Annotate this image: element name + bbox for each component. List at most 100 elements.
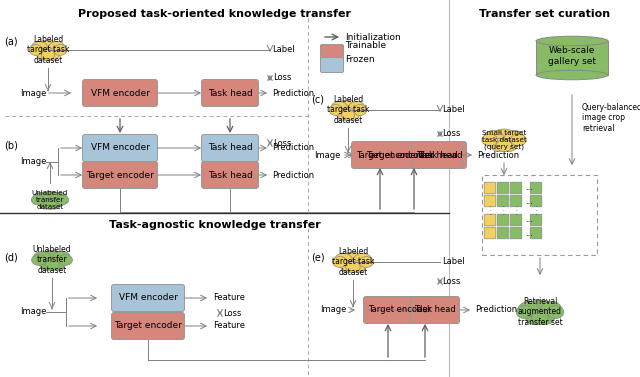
FancyBboxPatch shape [410, 296, 460, 323]
Ellipse shape [54, 44, 67, 55]
Text: Initialization: Initialization [345, 32, 401, 41]
Ellipse shape [44, 200, 56, 209]
Ellipse shape [29, 44, 42, 55]
Ellipse shape [42, 50, 54, 60]
FancyBboxPatch shape [362, 141, 438, 169]
Text: Labeled
target task
dataset: Labeled target task dataset [327, 95, 369, 125]
Ellipse shape [482, 134, 497, 146]
Text: Label: Label [442, 106, 465, 115]
FancyBboxPatch shape [111, 313, 184, 340]
Ellipse shape [336, 100, 360, 120]
Ellipse shape [45, 49, 60, 60]
Ellipse shape [45, 260, 60, 270]
Text: ·
·
·: · · · [535, 204, 537, 217]
Text: ...: ... [525, 184, 533, 193]
Ellipse shape [49, 259, 65, 270]
FancyBboxPatch shape [202, 161, 259, 188]
FancyBboxPatch shape [530, 214, 542, 226]
Text: Image: Image [314, 150, 340, 159]
Text: Task head: Task head [416, 150, 458, 159]
Ellipse shape [49, 41, 65, 55]
FancyBboxPatch shape [510, 227, 522, 239]
Text: Web-scale
gallery set: Web-scale gallery set [548, 46, 596, 66]
Text: Loss: Loss [442, 130, 460, 138]
Text: ·
·
·: · · · [502, 204, 504, 217]
Ellipse shape [52, 251, 70, 265]
Ellipse shape [346, 109, 360, 120]
Ellipse shape [58, 254, 72, 265]
FancyBboxPatch shape [497, 182, 509, 194]
Ellipse shape [504, 130, 524, 146]
FancyBboxPatch shape [83, 135, 157, 161]
Ellipse shape [516, 305, 533, 319]
Text: (a): (a) [4, 37, 18, 47]
Text: Prediction: Prediction [272, 144, 314, 153]
Ellipse shape [484, 130, 504, 146]
Ellipse shape [337, 109, 351, 120]
Text: VFM encoder: VFM encoder [91, 144, 149, 153]
Text: Task head: Task head [207, 144, 252, 153]
Ellipse shape [340, 252, 366, 272]
Text: VFM encoder: VFM encoder [91, 89, 149, 98]
FancyBboxPatch shape [497, 195, 509, 207]
Ellipse shape [340, 261, 356, 272]
Ellipse shape [47, 199, 61, 209]
FancyBboxPatch shape [536, 41, 608, 75]
Text: Feature: Feature [213, 322, 245, 331]
FancyBboxPatch shape [321, 58, 344, 72]
FancyBboxPatch shape [510, 195, 522, 207]
FancyBboxPatch shape [510, 214, 522, 226]
FancyBboxPatch shape [530, 195, 542, 207]
Ellipse shape [33, 192, 49, 204]
Text: Image: Image [20, 89, 46, 98]
Text: VFM encoder: VFM encoder [118, 294, 177, 302]
Text: ·
·
·: · · · [489, 204, 491, 217]
FancyBboxPatch shape [530, 227, 542, 239]
Ellipse shape [40, 259, 55, 270]
Text: (d): (d) [4, 253, 18, 263]
FancyBboxPatch shape [412, 141, 463, 169]
Ellipse shape [346, 262, 360, 273]
FancyBboxPatch shape [111, 285, 184, 311]
Ellipse shape [353, 253, 372, 267]
Text: Trainable: Trainable [345, 41, 386, 51]
Text: Small target
task dataset
(query set): Small target task dataset (query set) [481, 130, 527, 150]
Text: Target encoder: Target encoder [356, 150, 420, 159]
Ellipse shape [536, 311, 555, 325]
Text: Task head: Task head [207, 170, 252, 179]
Text: Task head: Task head [414, 305, 456, 314]
Text: Loss: Loss [273, 138, 291, 147]
FancyBboxPatch shape [530, 182, 542, 194]
Ellipse shape [38, 191, 62, 209]
Ellipse shape [31, 195, 45, 205]
Ellipse shape [350, 261, 365, 272]
Text: Retrieval
augmented
transfer set: Retrieval augmented transfer set [518, 297, 563, 327]
Text: Prediction: Prediction [272, 89, 314, 98]
Ellipse shape [532, 311, 548, 325]
Text: ...: ... [525, 196, 533, 205]
Text: Feature: Feature [213, 294, 245, 302]
Text: Task head: Task head [418, 150, 462, 159]
FancyBboxPatch shape [484, 214, 496, 226]
Text: Target encoder: Target encoder [114, 322, 182, 331]
FancyBboxPatch shape [484, 195, 496, 207]
Text: Target encoder: Target encoder [86, 170, 154, 179]
Ellipse shape [331, 101, 348, 115]
Ellipse shape [36, 40, 60, 60]
Text: Label: Label [442, 257, 465, 267]
FancyBboxPatch shape [482, 175, 597, 255]
Text: Label: Label [272, 46, 295, 55]
Ellipse shape [36, 49, 51, 60]
Ellipse shape [353, 104, 367, 115]
Ellipse shape [490, 129, 518, 151]
Ellipse shape [31, 254, 46, 265]
Ellipse shape [348, 101, 365, 115]
Text: Image: Image [20, 158, 46, 167]
Text: Transfer set curation: Transfer set curation [479, 9, 611, 19]
Text: Task-agnostic knowledge transfer: Task-agnostic knowledge transfer [109, 220, 321, 230]
FancyBboxPatch shape [364, 296, 436, 323]
FancyBboxPatch shape [497, 214, 509, 226]
Text: ...: ... [525, 216, 533, 224]
Ellipse shape [501, 139, 518, 152]
Ellipse shape [490, 139, 507, 152]
